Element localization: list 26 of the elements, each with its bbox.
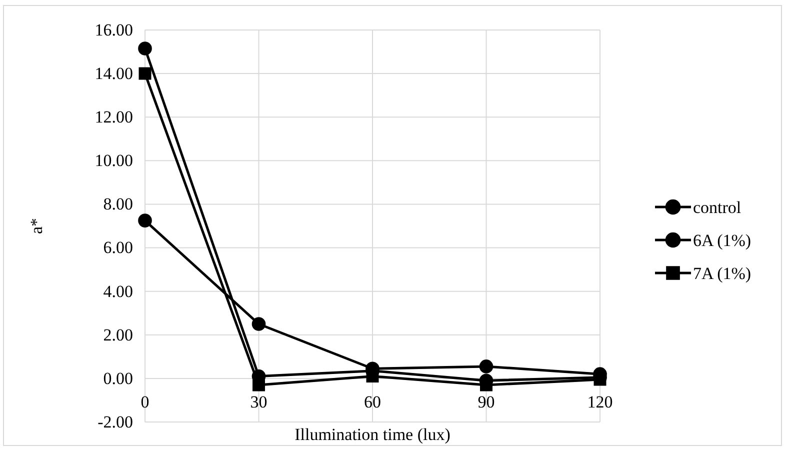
point — [138, 214, 152, 228]
point — [252, 378, 265, 392]
x-axis-title: Illumination time (lux) — [294, 425, 450, 444]
y-axis-title: a* — [27, 218, 46, 234]
legend-label: control — [693, 198, 742, 217]
y-tick-label: 8.00 — [103, 194, 133, 214]
y-tick-label: 14.00 — [94, 64, 133, 83]
point — [138, 42, 152, 56]
x-tick-label: 90 — [478, 392, 495, 412]
y-tick-label: 6.00 — [103, 238, 133, 258]
legend-label: 6A (1%) — [693, 231, 752, 250]
y-tick-label: 4.00 — [103, 282, 133, 301]
y-tick-label: 12.00 — [94, 108, 133, 127]
x-tick-label: 60 — [364, 392, 381, 412]
point — [479, 360, 494, 374]
y-tick-label: 0.00 — [103, 368, 133, 388]
point — [252, 317, 266, 331]
y-tick-label: 16.00 — [94, 20, 133, 40]
x-tick-label: 30 — [250, 392, 268, 412]
y-tick-label: -2.00 — [98, 412, 133, 432]
legend-label: 7A (1%) — [693, 264, 752, 283]
x-tick-label: 120 — [587, 392, 613, 412]
x-tick-label: 0 — [140, 392, 150, 412]
y-tick-label: 10.00 — [94, 151, 133, 170]
y-tick-label: 2.00 — [103, 325, 133, 344]
point — [138, 67, 152, 80]
